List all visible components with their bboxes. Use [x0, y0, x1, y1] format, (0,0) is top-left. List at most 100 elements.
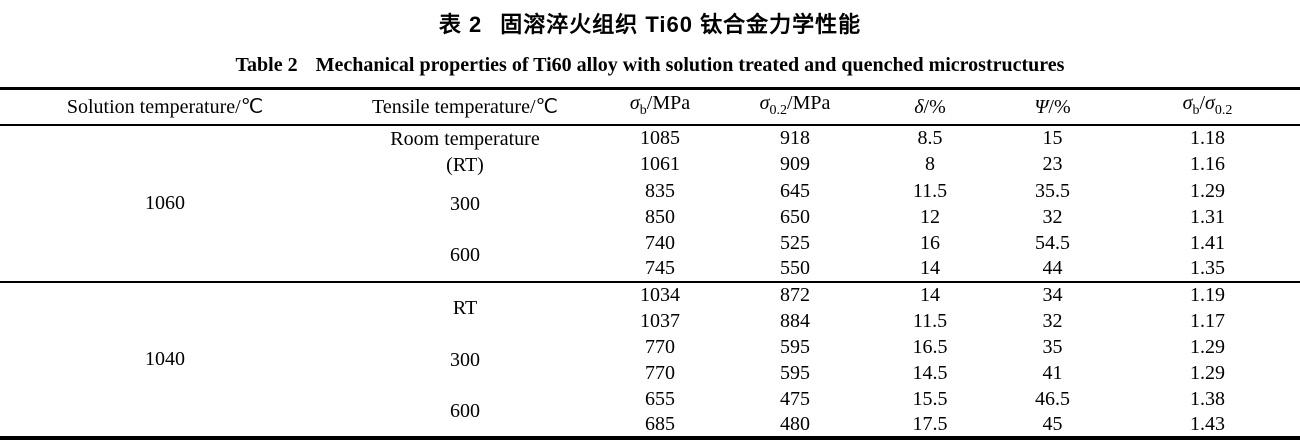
table-row: 1060 Room temperature (RT) 1085 918 8.5 15 1.18 — [0, 125, 1300, 214]
data-cell: 835 — [645, 179, 675, 202]
data-cell: 14.5 — [912, 361, 948, 384]
tensile-temperature-line: Room temperature — [390, 128, 540, 150]
header-segment: /% — [1048, 96, 1071, 118]
column-header-6: Ψ/% — [990, 88, 1115, 126]
data-cell: 44 — [1042, 257, 1063, 279]
solution-temperature-cell: 1040 — [0, 281, 330, 438]
data-cell: 8 — [925, 153, 935, 176]
data-cell: 850 — [645, 205, 675, 228]
data-cell: 35 — [1042, 335, 1063, 358]
data-cell: 740 — [645, 231, 675, 254]
data-cell: 595 — [780, 335, 810, 358]
column-header-2: Tensile temperature/℃ — [330, 88, 600, 126]
data-cell: 1.29 — [1190, 361, 1225, 384]
data-cell: 1037 — [640, 309, 680, 332]
data-cell: 480 — [780, 412, 810, 435]
tensile-temperature-cell: 300 — [450, 192, 480, 215]
data-cell: 34 — [990, 281, 1115, 308]
header-segment: 0.2 — [769, 103, 788, 118]
table-row: 770 595 14.5 41 1.29 — [0, 360, 1300, 386]
data-cell: 1085 — [640, 127, 680, 150]
header-segment: δ — [914, 96, 924, 118]
table-title-chinese: 表 2 固溶淬火组织 Ti60 钛合金力学性能 — [0, 0, 1300, 39]
data-cell: 35.5 — [1035, 179, 1070, 202]
data-cell: 770 — [645, 335, 675, 358]
header-segment: b — [639, 103, 647, 118]
data-cell: 15.5 — [912, 387, 948, 410]
data-cell: 11.5 — [912, 309, 948, 332]
header-segment: σ — [1182, 92, 1193, 114]
table-row: 850 650 12 32 1.31 — [0, 204, 1300, 230]
table-row: 1040 RT 1034 872 14 34 1.19 — [0, 281, 1300, 438]
data-cell: 1.29 — [1190, 335, 1225, 358]
table-row: 600 655 475 15.5 46.5 1.38 — [0, 386, 1300, 422]
data-cell: 1.31 — [1190, 205, 1225, 228]
data-cell: 1034 — [600, 281, 720, 308]
data-cell: 1.18 — [1190, 127, 1225, 150]
data-cell: 918 — [780, 127, 810, 150]
column-header-4: σ0.2/MPa — [720, 88, 870, 126]
header-segment: /MPa — [787, 92, 831, 114]
table-row: 600 740 525 16 54.5 1.41 — [0, 230, 1300, 267]
table-title-english-text: Mechanical properties of Ti60 alloy with… — [315, 54, 1065, 76]
tensile-temperature-cell: RT — [330, 281, 600, 334]
table-title-chinese-text: 固溶淬火组织 Ti60 钛合金力学性能 — [500, 12, 862, 37]
header-segment: b — [1192, 103, 1200, 118]
data-cell: 645 — [780, 179, 810, 202]
data-cell: 12 — [920, 205, 940, 228]
data-cell: 475 — [780, 387, 810, 410]
data-cell: 45 — [1042, 412, 1063, 435]
data-cell: 11.5 — [912, 179, 948, 202]
data-cell: 32 — [1042, 309, 1063, 332]
data-cell: 745 — [645, 257, 675, 279]
tensile-temperature-cell: 600 — [450, 399, 480, 422]
header-segment: /MPa — [646, 92, 691, 114]
data-cell: 1.41 — [1190, 231, 1225, 254]
header-segment: / — [1199, 92, 1206, 114]
data-cell: 1.43 — [1190, 412, 1225, 435]
tensile-temperature-line: (RT) — [446, 154, 484, 176]
data-cell: 1061 — [640, 153, 680, 176]
table-row: 300 770 595 16.5 35 1.29 — [0, 334, 1300, 371]
tensile-temperature-cell: 600 — [450, 244, 480, 266]
data-cell: 1.35 — [1190, 257, 1225, 279]
header-segment: σ — [759, 92, 770, 114]
header-segment: Ψ — [1034, 96, 1049, 118]
data-cell: 650 — [780, 205, 810, 228]
table-row: 1061 909 8 23 1.16 — [0, 152, 1300, 179]
data-cell: 8.5 — [917, 127, 943, 150]
mechanical-properties-table: Solution temperature/℃ Tensile temperatur… — [0, 87, 1300, 440]
table-row: 1037 884 11.5 32 1.17 — [0, 308, 1300, 334]
header-segment: σ — [1205, 92, 1215, 114]
column-header-7: σb/σ0.2 — [1115, 88, 1300, 126]
table-title-chinese-label: 表 2 — [438, 12, 483, 37]
data-cell: 16 — [920, 231, 940, 254]
data-cell: 550 — [780, 257, 810, 279]
solution-temperature-cell: 1060 — [145, 192, 185, 214]
data-cell: 1.38 — [1190, 387, 1225, 410]
table-title-english: Table 2 Mechanical properties of Ti60 all… — [0, 53, 1300, 78]
data-cell: 17.5 — [912, 412, 948, 435]
data-cell: 54.5 — [1035, 231, 1070, 254]
data-cell: 1.16 — [1190, 153, 1225, 176]
data-cell: 14 — [920, 257, 940, 279]
header-segment: Solution temperature/℃ — [66, 96, 264, 118]
tensile-temperature-cell: Room temperature (RT) — [330, 125, 600, 178]
table-row: 685 480 17.5 45 1.43 — [0, 412, 1300, 438]
data-cell: 685 — [645, 412, 675, 435]
table-header-row: Solution temperature/℃ Tensile temperatur… — [0, 88, 1300, 126]
data-cell: 16.5 — [912, 335, 948, 358]
data-cell: 884 — [780, 309, 810, 332]
data-cell: 1.17 — [1190, 309, 1225, 332]
column-header-5: δ/% — [870, 88, 990, 126]
data-cell: 14 — [870, 281, 990, 308]
data-cell: 15 — [1042, 127, 1063, 150]
data-cell: 46.5 — [1035, 387, 1070, 410]
data-cell: 1.19 — [1115, 281, 1300, 308]
data-cell: 655 — [645, 387, 675, 410]
data-cell: 32 — [1042, 205, 1063, 228]
data-cell: 525 — [780, 231, 810, 254]
data-cell: 909 — [780, 153, 810, 176]
data-cell: 595 — [780, 361, 810, 384]
